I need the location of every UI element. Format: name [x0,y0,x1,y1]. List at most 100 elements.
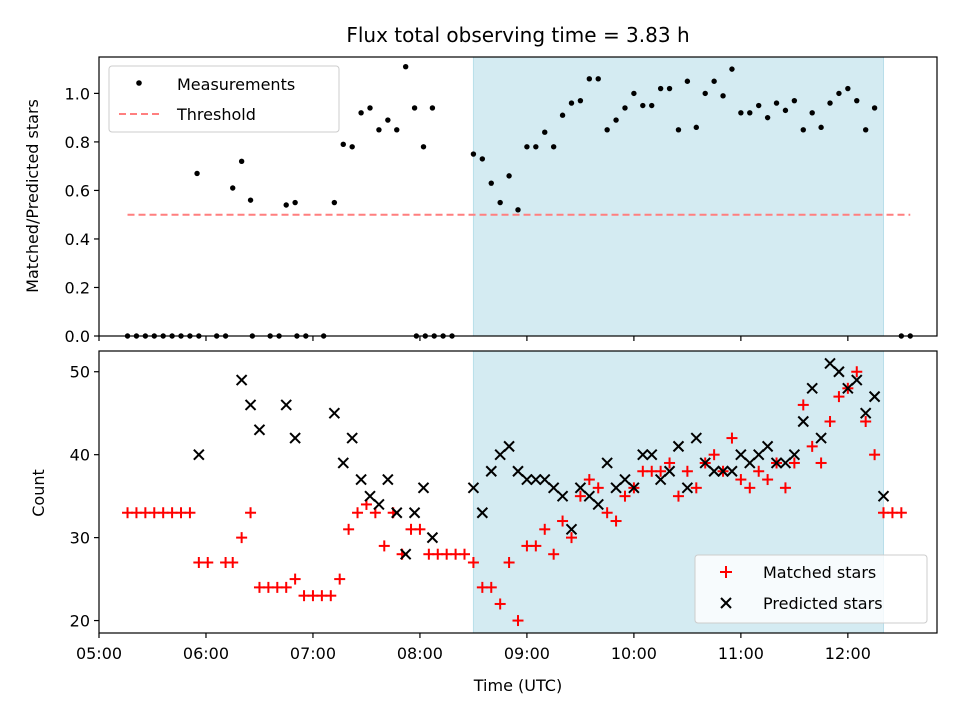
measurement-point [640,102,646,109]
predicted-stars-point [770,457,783,469]
matched-stars-point [539,523,551,535]
top-plot-panel: 0.0 0.2 0.4 0.6 0.8 1.0 Matched/Predicted sta… [23,56,938,346]
bottom-legend-box [694,554,928,624]
predicted-stars-point [485,465,497,477]
predicted-stars-point [355,473,367,486]
x-tick-label: 10:00 [611,644,657,663]
measurement-point [720,93,726,99]
measurement-point [738,110,744,116]
predicted-stars-point [654,473,667,486]
matched-stars-point [334,573,346,585]
measurement-point [764,114,771,121]
predicted-stars-point [592,498,604,511]
matched-stars-point [592,482,604,494]
measurement-point [818,124,824,131]
matched-stars-point [343,523,355,535]
predicted-stars-point [824,357,836,370]
measurement-point [800,127,806,133]
measurement-point [488,180,494,186]
predicted-stars-point [539,473,551,486]
matched-stars-point [681,465,693,477]
top-y-axis-label: Matched/Predicted stars [23,99,42,293]
measurement-point [349,144,355,150]
measurement-point [533,144,539,150]
predicted-stars-point [503,440,515,453]
measurement-point [622,105,628,111]
predicted-stars-point [851,374,863,386]
predicted-stars-point [328,407,341,419]
predicted-stars-point [373,498,385,511]
measurement-point [385,117,391,123]
x-tick-label: 12:00 [825,644,871,663]
top-plot-frame [98,56,938,337]
predicted-stars-point [797,415,809,428]
matched-stars-point [726,432,738,444]
predicted-stars-point [565,523,578,536]
measurement-point [613,117,619,123]
predicted-stars-point [574,482,587,494]
predicted-stars-point [877,490,890,502]
matched-stars-point [779,482,791,494]
measurement-point [854,97,860,104]
predicted-stars-point [708,465,720,477]
matched-stars-point [503,557,515,568]
matched-stars-point [236,532,248,544]
predicted-stars-point [788,448,801,461]
measurement-point [506,173,512,179]
matched-stars-point [378,540,390,552]
measurement-point [402,64,409,70]
matched-stars-point [664,457,676,469]
legend-matched-label: Matched stars [763,563,876,582]
matched-stars-point [672,490,684,502]
matched-stars-point [815,457,827,469]
measurement-point [791,97,798,104]
predicted-stars-point [556,490,569,502]
top-shaded-interval [472,56,885,337]
matched-stars-point [494,598,506,610]
predicted-stars-point [399,548,412,560]
measurement-point [524,144,530,150]
x-tick-label: 09:00 [504,644,550,663]
matched-stars-point [601,507,613,519]
predicted-stars-point [244,399,257,411]
matched-stars-point [833,391,845,403]
matched-stars-point [548,548,560,560]
bottom-plot-panel: 20 30 40 50 05:00 06:00 07:00 08:00 09:00 10:00 11… [29,350,938,695]
measurement-point [711,78,717,84]
measurement-point [773,100,780,106]
chart-title: Flux total observing time = 3.83 h [346,23,689,47]
predicted-stars-point [752,448,765,461]
predicted-stars-point [699,457,711,469]
matched-stars-point [788,457,800,469]
predicted-stars-point [521,473,533,486]
x-axis-label: Time (UTC) [473,676,562,695]
predicted-stars-point [761,440,774,453]
measurement-point [862,127,869,133]
measurement-point [331,199,338,206]
top-legend: Measurements Threshold [108,65,340,133]
measurement-point [666,85,673,92]
measurement-point [340,141,346,148]
predicted-stars-point [391,507,403,519]
matched-stars-point [280,581,292,593]
matched-stars-point [227,557,239,568]
matched-stars-point [708,449,720,461]
predicted-stars-point [426,531,439,544]
predicted-stars-point [346,432,358,444]
matched-stars-point [530,540,542,552]
top-y-tick-label: 0.2 [65,278,90,297]
measurement-point [358,110,364,116]
predicted-stars-point [512,465,524,477]
matched-stars-point [565,532,577,544]
measurement-point [367,105,373,111]
predicted-stars-point [815,432,827,444]
measurement-point [836,90,842,97]
measurement-point [684,78,691,84]
bottom-y-tick-label: 30 [70,529,90,548]
measurement-point [194,170,200,177]
top-y-tick-label: 0.4 [65,230,90,249]
matched-stars-point [459,548,471,560]
predicted-stars-point [868,390,881,403]
predicted-stars-point [494,448,506,461]
x-tick-label: 08:00 [397,644,443,663]
